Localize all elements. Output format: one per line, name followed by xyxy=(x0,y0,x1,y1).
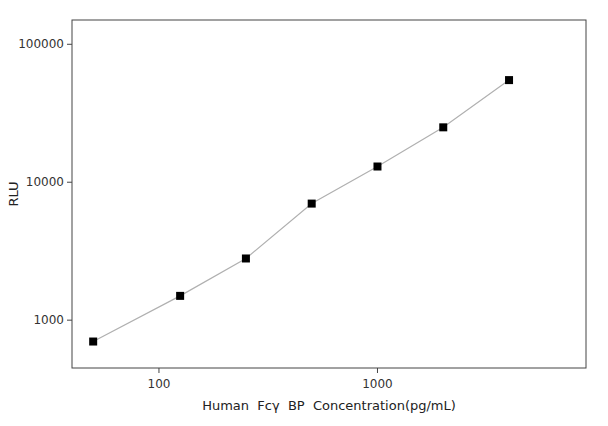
y-tick-label: 10000 xyxy=(26,175,64,189)
line xyxy=(93,80,509,341)
y-axis-label: RLU xyxy=(6,181,21,206)
y-tick xyxy=(67,320,72,321)
marker xyxy=(89,338,97,346)
x-axis-label: Human Fcγ BP Concentration(pg/mL) xyxy=(202,398,456,413)
marker xyxy=(242,254,250,262)
chart: 100 1000 1000 10000 100000 Human Fcγ BP Conce… xyxy=(0,0,608,426)
marker xyxy=(176,292,184,300)
axes: 100 1000 1000 10000 100000 xyxy=(18,20,586,391)
marker xyxy=(439,123,447,131)
marker xyxy=(308,200,316,208)
plot-area xyxy=(89,76,513,345)
plot-frame xyxy=(72,20,586,368)
y-tick xyxy=(67,182,72,183)
y-tick-label: 100000 xyxy=(18,37,64,51)
x-tick xyxy=(377,368,378,373)
marker xyxy=(505,76,513,84)
background xyxy=(0,0,608,426)
x-tick-label: 1000 xyxy=(362,377,393,391)
marker xyxy=(373,163,381,171)
x-tick-label: 100 xyxy=(148,377,171,391)
y-tick-label: 1000 xyxy=(33,313,64,327)
y-tick xyxy=(67,44,72,45)
chart-container: 100 1000 1000 10000 100000 Human Fcγ BP Conce… xyxy=(0,0,608,426)
x-tick xyxy=(158,368,159,373)
